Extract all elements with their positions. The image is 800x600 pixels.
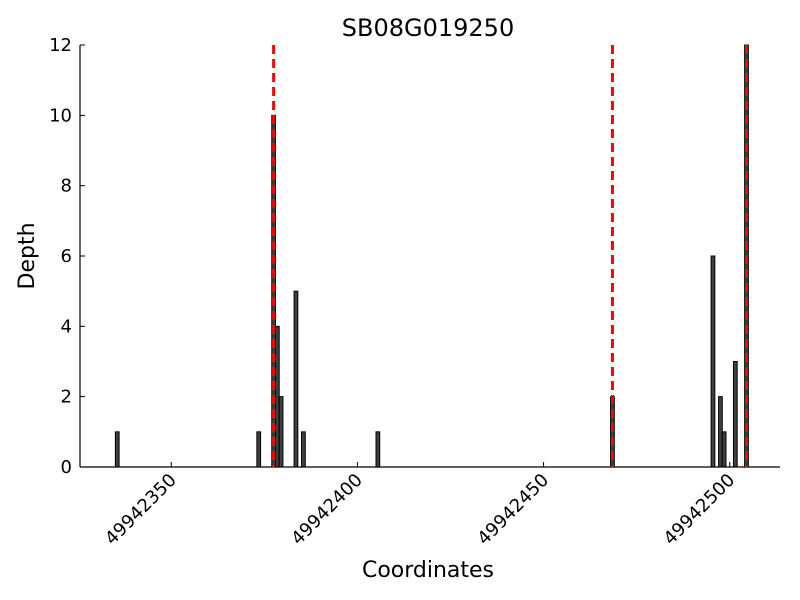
y-tick-label: 4 <box>61 316 72 337</box>
bar <box>293 290 299 468</box>
bar <box>301 431 306 468</box>
y-tick-label: 0 <box>61 457 72 478</box>
bar <box>721 431 727 468</box>
x-tick-label: 49942400 <box>287 470 367 550</box>
x-tick-label: 49942500 <box>660 470 740 550</box>
chart-title: SB08G019250 <box>342 14 514 42</box>
y-axis-label: Depth <box>15 222 40 289</box>
bar <box>256 431 262 468</box>
x-tick-label: 49942450 <box>473 470 553 550</box>
bar <box>732 361 738 468</box>
x-tick-label: 49942350 <box>101 470 181 550</box>
x-axis-label: Coordinates <box>362 558 494 583</box>
bar <box>710 255 716 468</box>
bar <box>718 396 723 468</box>
bar <box>274 325 280 468</box>
y-tick-label: 10 <box>49 105 72 126</box>
y-tick-label: 12 <box>49 35 72 56</box>
y-tick-label: 8 <box>61 176 72 197</box>
bar <box>278 396 284 468</box>
y-tick-label: 6 <box>61 246 72 267</box>
bar <box>375 431 381 468</box>
y-tick-label: 2 <box>61 387 72 408</box>
bar <box>114 431 120 468</box>
